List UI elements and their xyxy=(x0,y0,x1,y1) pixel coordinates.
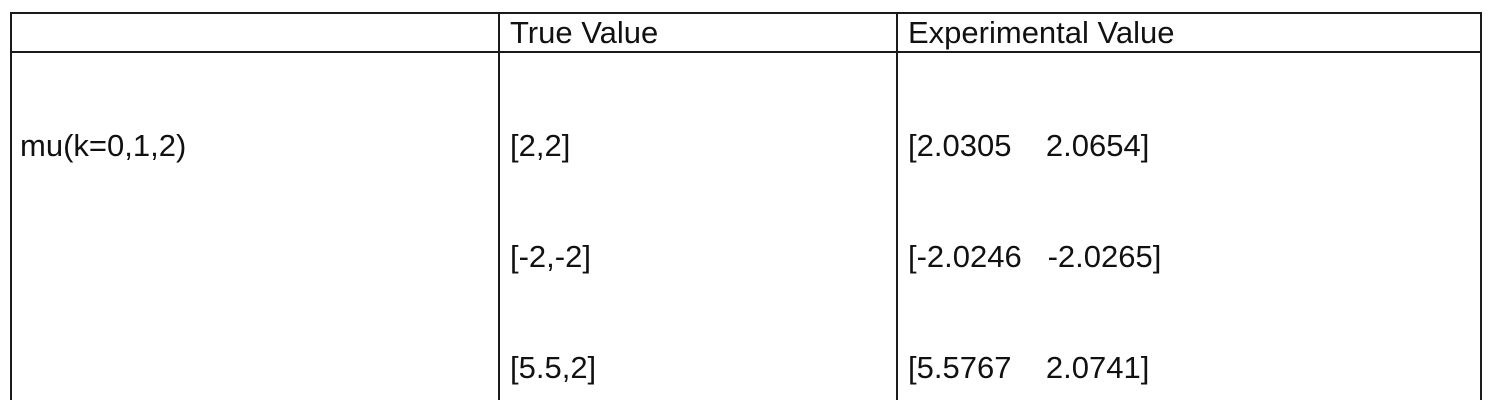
experimental-value-line: [-2.0246 -2.0265] xyxy=(908,239,1162,274)
table-row-mu: mu(k=0,1,2) [2,2] [-2,-2] [5.5,2] [2.030… xyxy=(10,51,1482,400)
experimental-value-cell: [2.0305 2.0654] [-2.0246 -2.0265] [5.576… xyxy=(896,51,1482,400)
experimental-value-line: [2.0305 2.0654] xyxy=(908,128,1150,163)
header-row: True Value Experimental Value xyxy=(10,12,1482,53)
header-cell-parameter xyxy=(10,12,500,53)
true-value-cell: [2,2] [-2,-2] [5.5,2] xyxy=(498,51,898,400)
header-cell-experimental-value: Experimental Value xyxy=(896,12,1482,53)
true-value-line: [2,2] xyxy=(510,128,571,163)
true-value-line: [-2,-2] xyxy=(510,239,591,274)
true-value-line: [5.5,2] xyxy=(510,350,597,385)
param-cell: mu(k=0,1,2) xyxy=(10,51,500,400)
param-label: mu(k=0,1,2) xyxy=(20,128,187,163)
experimental-value-line: [5.5767 2.0741] xyxy=(908,350,1150,385)
header-cell-true-value: True Value xyxy=(498,12,898,53)
cropped-text-fragment xyxy=(6,0,66,4)
results-table: True Value Experimental Value mu(k=0,1,2… xyxy=(10,12,1482,400)
